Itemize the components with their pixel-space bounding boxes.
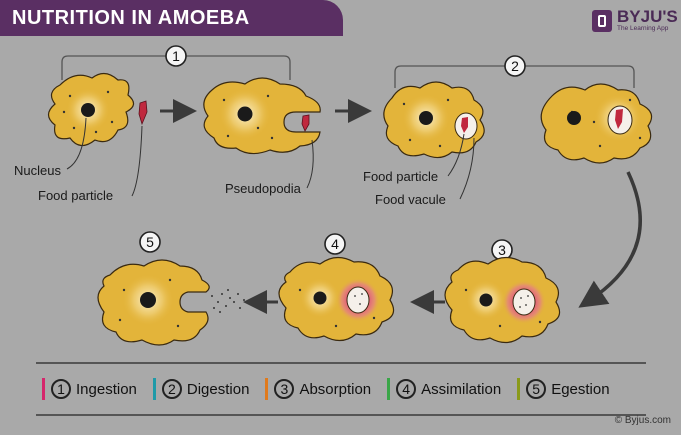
copyright: © Byjus.com: [614, 415, 671, 426]
amoeba-ingestion-start: [47, 72, 135, 147]
amoeba-vacuole-inside: [540, 83, 653, 164]
legend-number: 2: [161, 379, 182, 399]
brand-logo: BYJU'S The Learning App: [592, 7, 678, 32]
label-pseudopodia: Pseudopodia: [225, 181, 301, 196]
legend-number: 1: [51, 379, 71, 399]
legend-label: Assimilation: [421, 380, 502, 398]
nucleus: [81, 103, 95, 117]
legend-color-tick: [517, 378, 521, 400]
svg-text:2: 2: [511, 58, 519, 74]
step-badge-4: 4: [324, 233, 346, 255]
food-particle-shape: [138, 100, 148, 126]
leader-food-particle-2: [447, 133, 465, 177]
legend-color-tick: [265, 378, 269, 400]
svg-text:3: 3: [498, 242, 506, 258]
legend-label: Egestion: [551, 380, 610, 398]
amoeba-absorption: [444, 256, 561, 344]
legend-number: 5: [526, 379, 547, 399]
page-title: NUTRITION IN AMOEBA: [0, 0, 343, 36]
label-food-particle-2: Food particle: [363, 169, 439, 184]
legend-color-tick: [387, 378, 391, 400]
step-badge-1: 1: [165, 45, 187, 67]
brand-tagline: The Learning App: [617, 25, 669, 32]
step-badge-3: 3: [491, 239, 513, 261]
leader-pseudopodia: [306, 139, 314, 189]
brand-icon: [592, 9, 612, 32]
step-badge-5: 5: [139, 231, 161, 253]
amoeba-egestion: [97, 259, 210, 346]
label-nucleus: Nucleus: [14, 163, 61, 178]
legend-label: Absorption: [299, 380, 372, 398]
legend-number: 3: [274, 379, 295, 399]
leader-food-vacuole: [459, 137, 475, 200]
amoeba-vacuole-forming: [383, 81, 485, 159]
amoeba-assimilation: [278, 256, 395, 342]
legend-label: Ingestion: [76, 380, 137, 398]
brand-name: BYJU'S: [617, 7, 678, 26]
legend-label: Digestion: [186, 380, 250, 398]
legend-number: 4: [396, 379, 417, 399]
step-badge-2: 2: [504, 55, 526, 77]
svg-text:5: 5: [146, 234, 154, 250]
amoeba-pseudopodia: [203, 77, 321, 155]
legend-item-absorption: 3 Absorption: [265, 378, 371, 400]
svg-text:4: 4: [331, 236, 339, 252]
legend-color-tick: [152, 378, 156, 400]
legend: 1 Ingestion 2 Digestion 3 Absorption 4 A…: [36, 362, 646, 416]
label-food-particle: Food particle: [38, 188, 114, 203]
legend-item-assimilation: 4 Assimilation: [387, 378, 501, 400]
svg-text:1: 1: [172, 48, 180, 64]
waste-particles: [211, 289, 245, 313]
leader-food-particle-1: [131, 125, 143, 197]
legend-item-egestion: 5 Egestion: [517, 378, 610, 400]
arrow-curve-down: [578, 171, 642, 308]
legend-item-digestion: 2 Digestion: [152, 378, 250, 400]
leader-nucleus: [66, 117, 87, 170]
legend-color-tick: [42, 378, 45, 400]
legend-item-ingestion: 1 Ingestion: [42, 378, 137, 400]
label-food-vacuole: Food vacule: [375, 192, 446, 207]
